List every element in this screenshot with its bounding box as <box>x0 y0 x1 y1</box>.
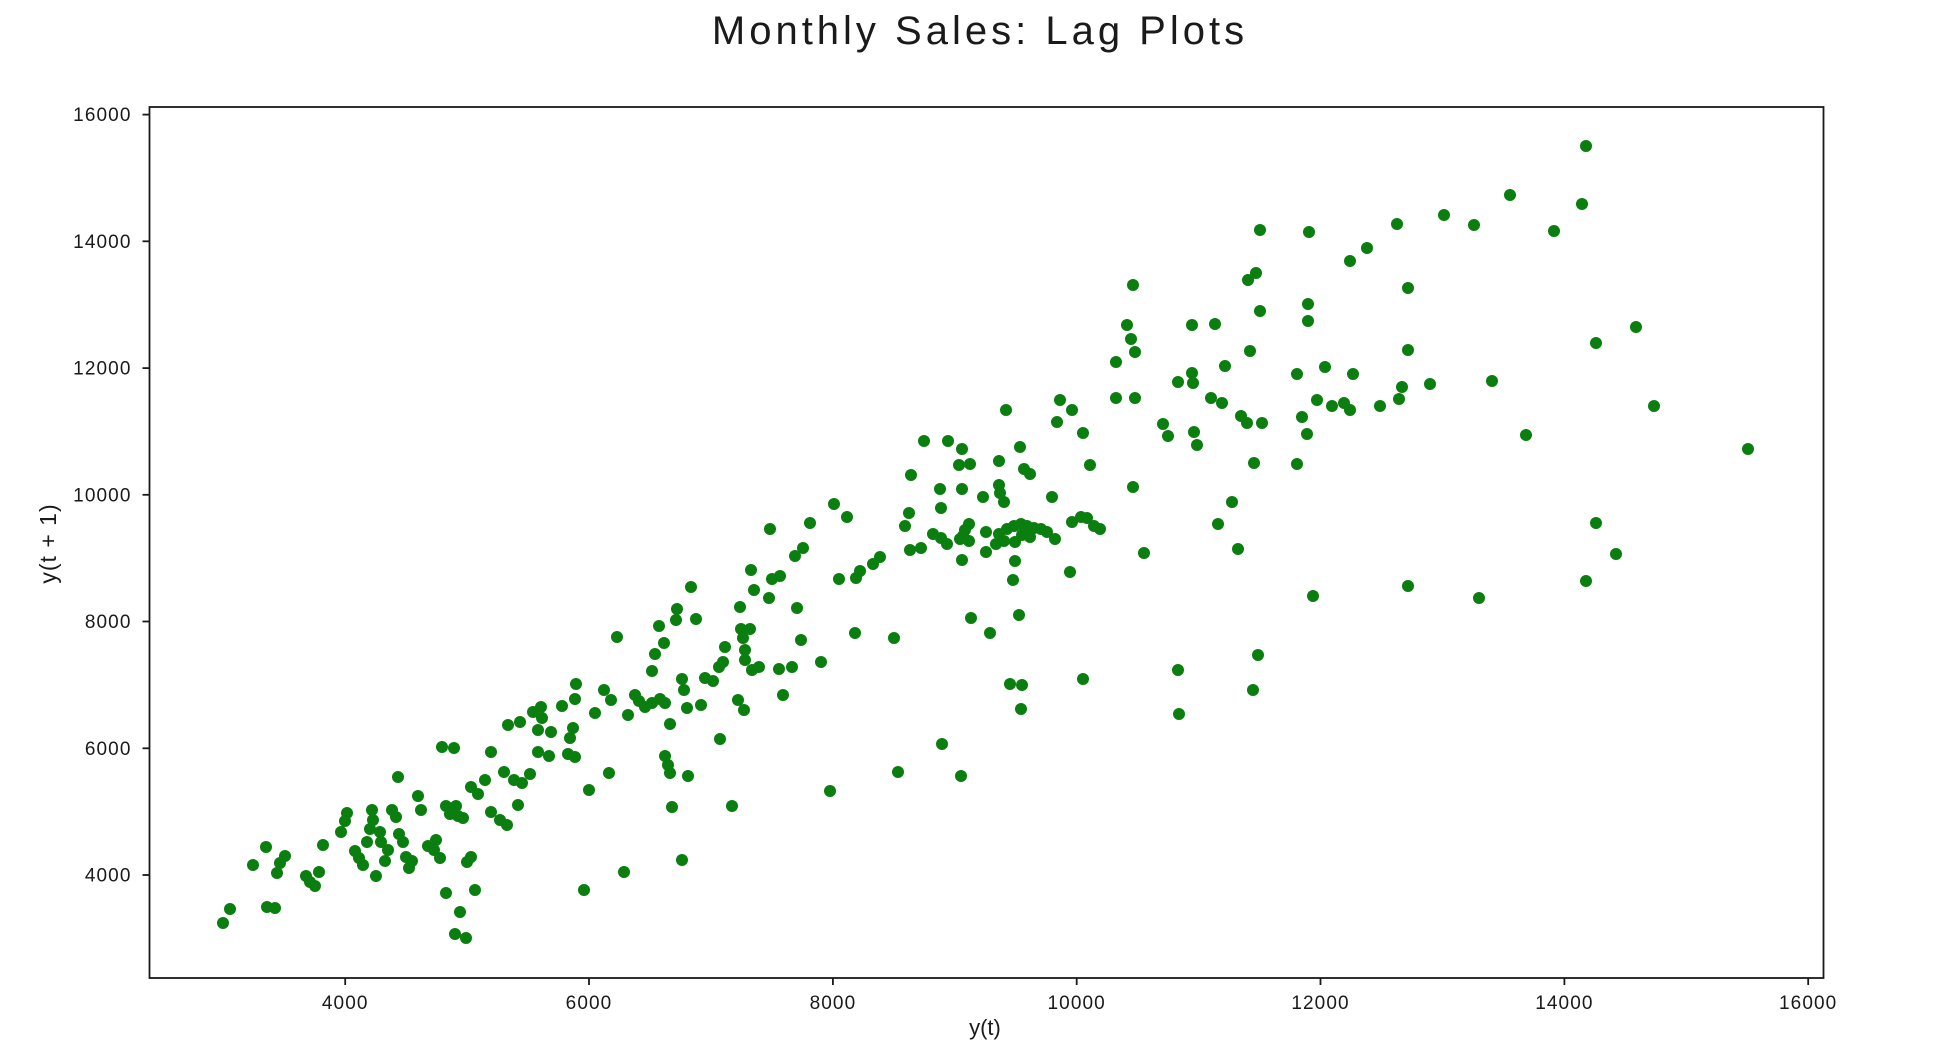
svg-text:y(t): y(t) <box>969 1015 1001 1040</box>
svg-text:8000: 8000 <box>85 612 132 633</box>
svg-text:4000: 4000 <box>322 993 369 1014</box>
svg-text:y(t + 1): y(t + 1) <box>35 503 61 583</box>
svg-text:12000: 12000 <box>1291 993 1349 1014</box>
svg-text:10000: 10000 <box>1048 993 1106 1014</box>
svg-text:6000: 6000 <box>566 993 613 1014</box>
svg-text:14000: 14000 <box>1535 993 1593 1014</box>
svg-text:10000: 10000 <box>73 485 131 506</box>
svg-text:16000: 16000 <box>1779 993 1837 1014</box>
svg-text:6000: 6000 <box>85 739 132 760</box>
svg-text:16000: 16000 <box>73 105 131 126</box>
svg-text:12000: 12000 <box>73 359 131 380</box>
svg-text:Monthly Sales: Lag Plots: Monthly Sales: Lag Plots <box>712 9 1248 53</box>
svg-text:14000: 14000 <box>73 232 131 253</box>
svg-text:8000: 8000 <box>810 993 857 1014</box>
svg-text:4000: 4000 <box>85 866 132 887</box>
